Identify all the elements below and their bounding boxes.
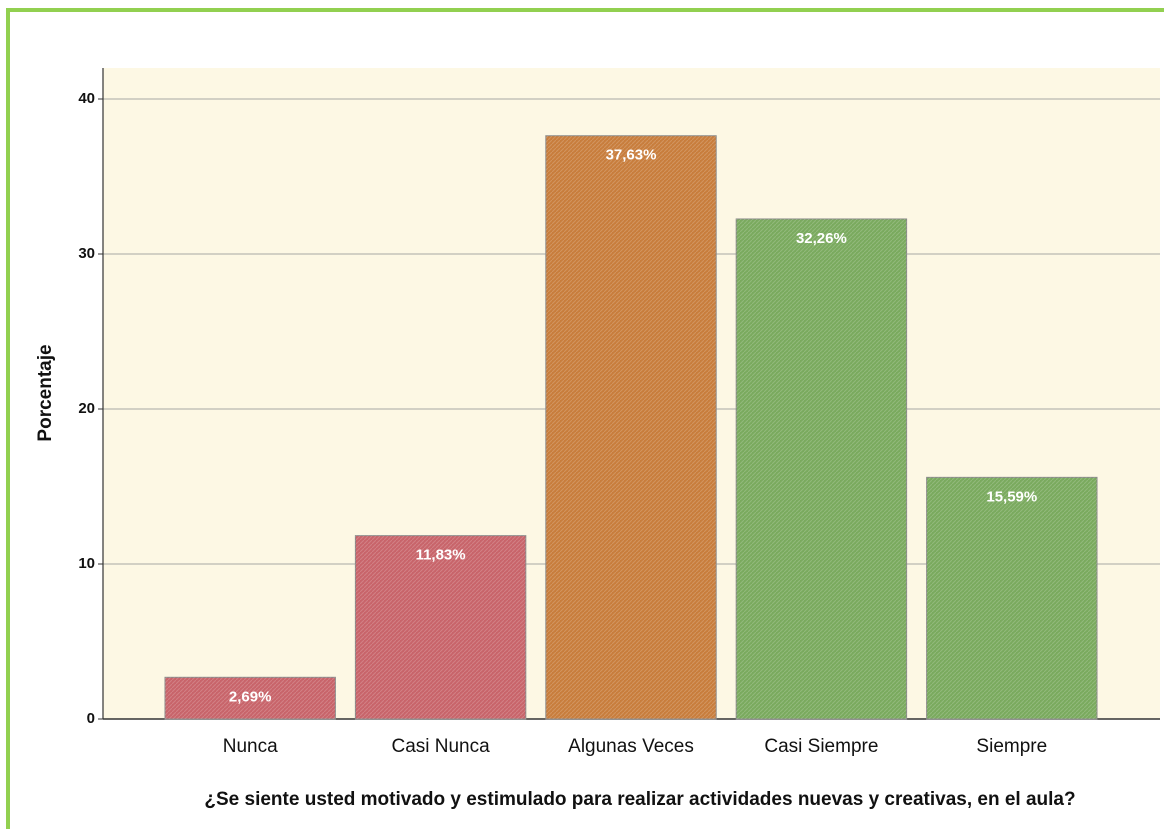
x-tick-label: Nunca [223,736,278,757]
value-label: 32,26% [796,230,847,247]
bar-hatch [164,677,336,719]
value-label: 2,69% [229,688,272,705]
y-axis-title: Porcentaje [35,344,56,441]
y-tick-label: 10 [78,555,95,572]
value-label: 15,59% [986,488,1037,505]
frame-left [6,8,10,829]
value-label: 37,63% [606,147,657,164]
value-label: 11,83% [416,547,466,564]
bars: 2,69% 11,83% 37,63% 32,26% 15,59% [164,135,1098,720]
x-tick-label: Casi Nunca [391,736,490,757]
x-tick-label: Siempre [976,736,1047,757]
y-tick-label: 40 [78,90,95,107]
x-tick-label: Algunas Veces [568,736,694,757]
bar-hatch [736,218,907,719]
y-tick-label: 0 [87,710,95,727]
bar-hatch [545,135,717,720]
frame-top [6,8,1164,12]
x-axis-title: ¿Se siente usted motivado y estimulado p… [204,789,1075,810]
bar-hatch [926,477,1098,719]
y-tick-label: 20 [78,400,95,417]
x-tick-label: Casi Siempre [764,736,878,757]
bar-hatch [355,535,526,719]
y-tick-label: 30 [78,245,95,262]
